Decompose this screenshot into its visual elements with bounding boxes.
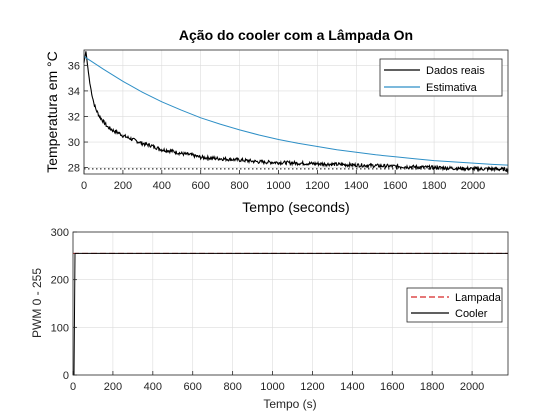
top-xtick-label: 1600: [383, 180, 407, 192]
top-ytick-label: 30: [68, 137, 80, 149]
legend-label-estimativa: Estimativa: [426, 82, 478, 94]
top-xtick-label: 2000: [461, 180, 485, 192]
top-series-dados-reais: [83, 51, 509, 174]
legend-label-cooler: Cooler: [455, 308, 488, 320]
bottom-xtick-label: 1600: [380, 381, 404, 393]
bottom-ytick-label: 300: [51, 227, 69, 239]
top-xtick-label: 1200: [305, 180, 329, 192]
y-axis-label-top: Temperatura em °C: [44, 51, 60, 173]
pwm-chart: 0 200 400 600 800 1000 1200 1400 1600 1800 2000 0 1…: [30, 227, 509, 411]
y-axis-label-bottom: PWM 0 - 255: [30, 268, 44, 338]
bottom-xtick-label: 600: [184, 381, 202, 393]
bottom-ytick-label: 0: [63, 370, 69, 382]
top-xtick-label: 200: [114, 180, 132, 192]
legend-bottom: Lampada Cooler: [406, 287, 503, 323]
top-ytick-label: 32: [68, 111, 80, 123]
top-xtick-label: 1000: [266, 180, 290, 192]
legend-box-bottom: [406, 287, 503, 323]
bottom-xtick-label: 1000: [260, 381, 284, 393]
top-xtick-label: 1800: [422, 180, 446, 192]
top-ytick-label: 36: [68, 60, 80, 72]
legend-label-dados-reais: Dados reais: [426, 65, 485, 77]
axes-box-top: [83, 49, 509, 175]
x-axis-label-bottom: Tempo (s): [263, 397, 316, 411]
bottom-xtick-label: 1400: [340, 381, 364, 393]
bottom-xtick-label: 800: [223, 381, 241, 393]
top-series-estimativa: [83, 55, 509, 166]
top-xtick-label: 1400: [344, 180, 368, 192]
top-xtick-label: 800: [230, 180, 248, 192]
top-ytick-label: 34: [68, 86, 80, 98]
top-xtick-label: 0: [81, 180, 87, 192]
bottom-ytick-label: 200: [51, 275, 69, 287]
y-ticks-bottom: 0 100 200 300: [51, 227, 77, 382]
series-top: [83, 51, 509, 174]
x-ticks-bottom: 0 200 400 600 800 1000 1200 1400 1600 1800 2000: [70, 371, 484, 393]
top-xtick-label: 600: [192, 180, 210, 192]
legend-top: Dados reais Estimativa: [379, 58, 503, 97]
bottom-xtick-label: 400: [144, 381, 162, 393]
top-xtick-label: 400: [153, 180, 171, 192]
bottom-xtick-label: 200: [104, 381, 122, 393]
temperature-chart: 0 200 400 600 800 1000 1200 1400 1600 1800 2000 28…: [44, 27, 509, 215]
chart-title: Ação do cooler com a Lâmpada On: [179, 27, 413, 43]
y-ticks-top: 28 30 32 34 36: [68, 60, 88, 175]
bottom-xtick-label: 2000: [460, 381, 484, 393]
axes-box-bottom: [72, 231, 509, 376]
x-axis-label-top: Tempo (seconds): [242, 199, 349, 215]
legend-label-lampada: Lampada: [455, 292, 502, 304]
bottom-ytick-label: 100: [51, 322, 69, 334]
bottom-xtick-label: 1200: [300, 381, 324, 393]
bottom-xtick-label: 1800: [420, 381, 444, 393]
bottom-xtick-label: 0: [70, 381, 76, 393]
top-ytick-label: 28: [68, 163, 80, 175]
legend-box-top: [379, 58, 503, 97]
x-ticks-top: 0 200 400 600 800 1000 1200 1400 1600 1800 2000: [81, 170, 485, 192]
